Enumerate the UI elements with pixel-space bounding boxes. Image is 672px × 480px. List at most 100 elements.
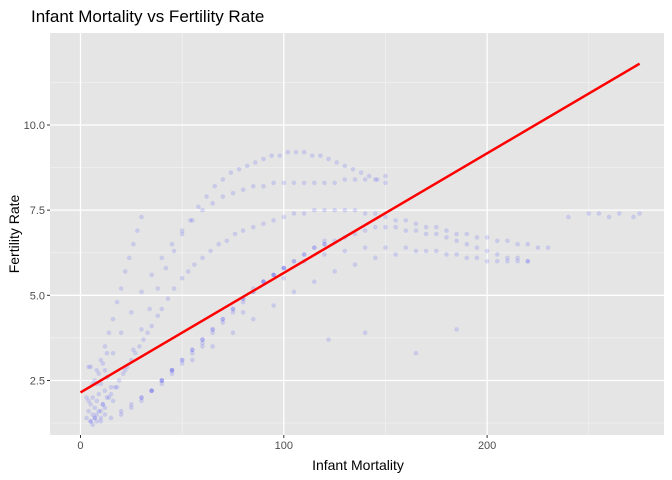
y-axis: 2.5 5.0 7.5 10.0 xyxy=(24,120,50,387)
data-point xyxy=(413,221,419,227)
data-point xyxy=(474,245,480,250)
data-point xyxy=(251,224,256,230)
data-point xyxy=(210,201,215,206)
data-point xyxy=(586,211,592,216)
data-point xyxy=(139,214,144,220)
data-point xyxy=(423,224,429,230)
data-point xyxy=(251,316,256,322)
data-point xyxy=(149,323,154,329)
data-point xyxy=(444,252,449,257)
data-point xyxy=(444,228,449,233)
data-point xyxy=(84,415,89,421)
data-point xyxy=(484,258,490,264)
data-point xyxy=(383,214,388,220)
data-point xyxy=(312,180,317,186)
data-point xyxy=(159,306,165,312)
data-point xyxy=(200,337,205,342)
data-point xyxy=(133,350,138,356)
data-point xyxy=(212,184,217,189)
data-point xyxy=(433,231,439,237)
data-point xyxy=(236,166,242,172)
data-point xyxy=(106,330,112,336)
data-point xyxy=(281,214,287,220)
data-point xyxy=(352,177,358,182)
data-point xyxy=(352,207,358,213)
data-point xyxy=(108,391,114,397)
data-point xyxy=(230,306,236,312)
data-point xyxy=(383,180,388,186)
data-point xyxy=(240,310,246,315)
data-point xyxy=(261,221,266,227)
data-point xyxy=(92,415,98,421)
data-point xyxy=(190,347,195,353)
data-point xyxy=(383,224,388,230)
data-point xyxy=(616,211,622,216)
data-point xyxy=(141,337,146,342)
data-point xyxy=(535,245,541,250)
data-point xyxy=(220,194,226,199)
data-point xyxy=(84,395,89,400)
data-point xyxy=(190,350,195,356)
x-axis: 0 100 200 xyxy=(77,435,496,452)
data-point xyxy=(179,231,185,237)
chart-title: Infant Mortality vs Fertility Rate xyxy=(31,7,264,26)
data-point xyxy=(403,218,409,223)
data-point xyxy=(104,350,110,356)
data-point xyxy=(291,211,297,216)
data-point xyxy=(515,255,520,261)
data-point xyxy=(159,378,165,383)
data-point xyxy=(204,194,209,199)
data-point xyxy=(96,391,102,397)
data-point xyxy=(372,211,378,216)
data-point xyxy=(281,275,287,281)
data-point xyxy=(362,211,368,216)
data-point xyxy=(147,306,152,312)
data-point xyxy=(312,207,317,213)
data-point xyxy=(322,241,327,247)
data-point xyxy=(293,149,299,155)
data-point xyxy=(224,238,230,244)
data-point xyxy=(244,163,250,169)
data-point xyxy=(220,316,226,322)
data-point xyxy=(114,385,120,390)
data-point xyxy=(210,330,215,336)
data-point xyxy=(494,258,500,264)
data-point xyxy=(208,248,213,254)
data-point xyxy=(122,269,128,274)
data-point xyxy=(200,255,205,261)
data-point xyxy=(515,241,520,247)
data-point xyxy=(342,248,348,254)
data-point xyxy=(106,395,112,400)
data-point xyxy=(94,398,100,404)
data-point xyxy=(454,252,459,257)
data-point xyxy=(118,330,124,336)
data-point xyxy=(352,262,358,267)
data-point xyxy=(383,173,388,179)
data-point xyxy=(100,402,106,407)
data-point xyxy=(102,412,108,417)
data-point xyxy=(122,367,128,373)
data-point xyxy=(484,235,490,240)
data-point xyxy=(326,156,331,162)
data-point xyxy=(332,180,337,186)
data-point xyxy=(309,153,315,158)
data-point xyxy=(155,313,161,319)
data-point xyxy=(454,238,459,244)
data-point xyxy=(200,344,205,349)
data-point xyxy=(342,177,348,182)
data-point xyxy=(90,422,95,428)
data-point xyxy=(474,235,480,240)
data-point xyxy=(332,207,337,213)
data-point xyxy=(362,228,368,233)
data-point xyxy=(171,286,177,291)
data-point xyxy=(149,388,154,394)
data-point xyxy=(171,248,177,254)
data-point xyxy=(102,388,108,394)
data-point xyxy=(375,177,380,182)
data-point xyxy=(159,378,165,383)
data-point xyxy=(631,214,636,220)
data-point xyxy=(464,231,470,237)
data-point xyxy=(92,415,98,421)
data-point xyxy=(423,231,429,237)
